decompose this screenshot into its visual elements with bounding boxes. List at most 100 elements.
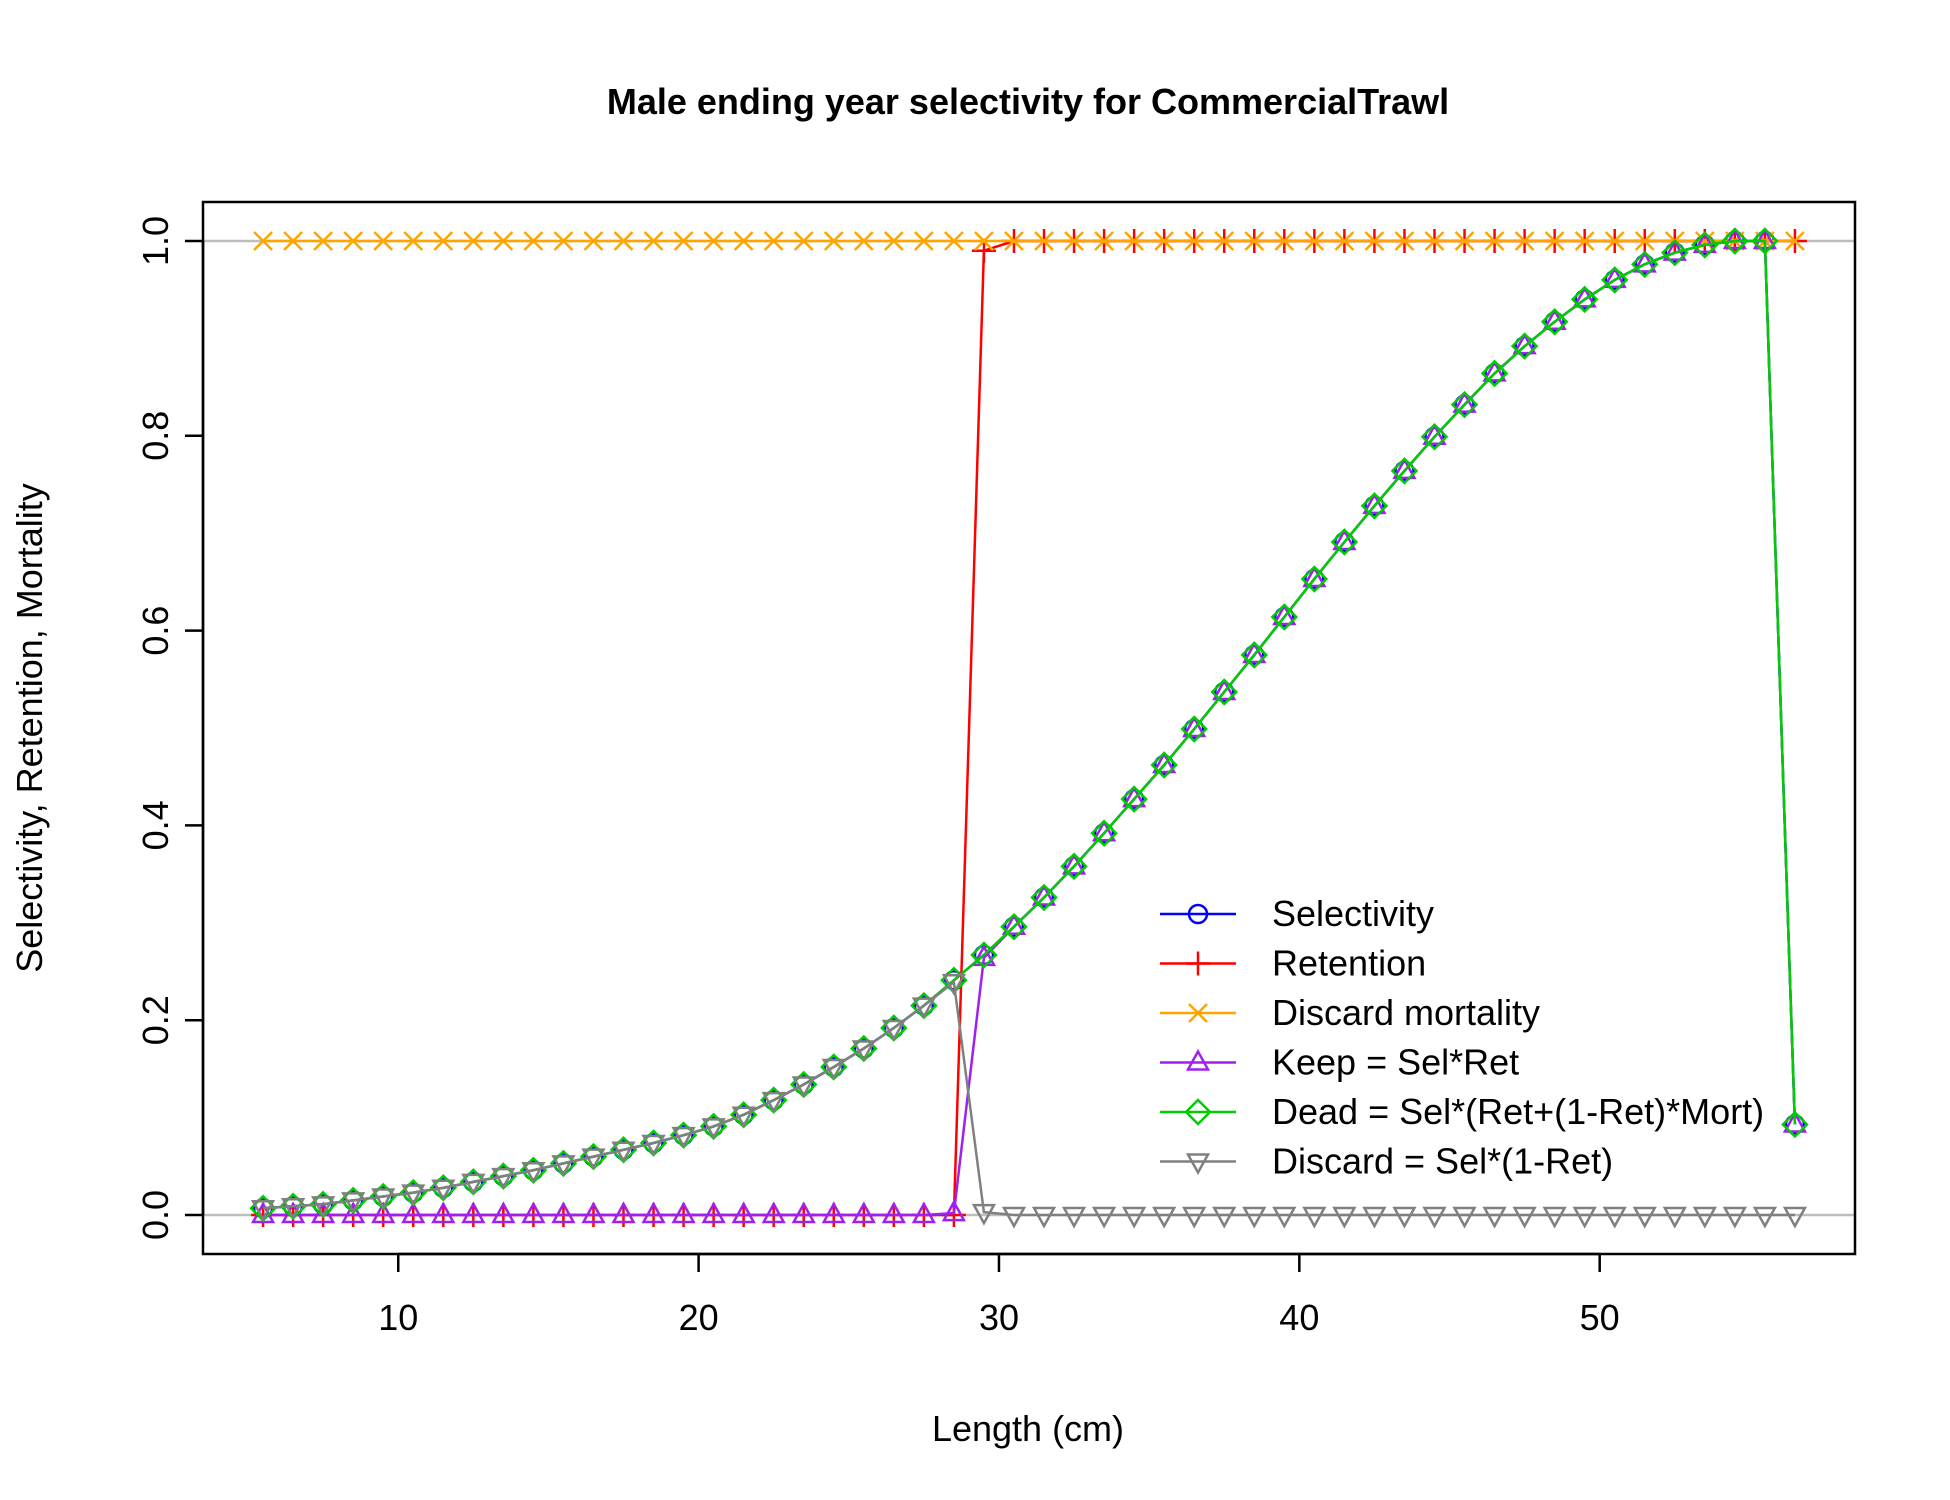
data-point xyxy=(1751,227,1779,255)
data-point xyxy=(1152,1206,1177,1229)
data-point xyxy=(763,231,784,251)
data-point xyxy=(1632,1206,1657,1229)
data-point xyxy=(971,944,997,967)
legend-marker xyxy=(1185,1153,1211,1176)
legend-item: Discard = Sel*(1-Ret) xyxy=(1160,1141,1613,1182)
legend: Selectivity Retention Discard mortality Kee… xyxy=(1160,893,1764,1182)
data-point xyxy=(1334,231,1355,251)
data-point xyxy=(641,1134,666,1157)
data-point xyxy=(1242,1206,1267,1229)
data-point xyxy=(1781,1110,1809,1139)
legend-marker xyxy=(1184,1098,1212,1126)
data-point xyxy=(1122,785,1147,808)
legend-item: Discard mortality xyxy=(1160,992,1540,1033)
data-point xyxy=(1304,231,1325,251)
data-point xyxy=(341,1201,366,1224)
data-point xyxy=(1482,1206,1507,1229)
legend-label: Discard = Sel*(1-Ret) xyxy=(1272,1141,1613,1182)
data-point xyxy=(1422,1206,1447,1229)
chart-title: Male ending year selectivity for Commerc… xyxy=(607,81,1449,122)
data-point xyxy=(1360,492,1389,520)
legend-item: Keep = Sel*Ret xyxy=(1160,1042,1519,1083)
data-point xyxy=(1150,751,1178,779)
data-point xyxy=(791,1201,816,1224)
y-tick-label: 0.0 xyxy=(135,1190,176,1240)
data-point xyxy=(1782,1206,1808,1229)
data-point xyxy=(491,1167,516,1190)
data-point xyxy=(881,1019,906,1042)
data-point xyxy=(1604,231,1625,251)
data-point xyxy=(1090,819,1118,847)
data-point xyxy=(1512,332,1537,355)
data-point xyxy=(1570,285,1599,314)
data-point xyxy=(701,1118,726,1140)
data-point xyxy=(1454,231,1475,251)
legend-marker xyxy=(1185,1048,1211,1071)
data-point xyxy=(671,1126,696,1149)
x-tick-label: 20 xyxy=(679,1297,719,1338)
data-point xyxy=(341,1192,366,1215)
data-point xyxy=(1394,231,1415,251)
data-point xyxy=(371,1201,396,1224)
data-point xyxy=(1272,603,1297,626)
data-point xyxy=(431,1201,456,1224)
data-point xyxy=(551,1201,576,1224)
data-point xyxy=(791,1076,816,1099)
x-tick-label: 30 xyxy=(979,1297,1019,1338)
data-point xyxy=(793,231,814,251)
data-point xyxy=(461,1173,486,1196)
data-point xyxy=(343,231,364,251)
data-point xyxy=(523,231,544,251)
data-point xyxy=(761,1201,786,1224)
series-3 xyxy=(250,227,1808,1224)
data-point xyxy=(1722,1206,1747,1229)
y-tick-label: 0.4 xyxy=(135,800,176,850)
data-point xyxy=(1094,231,1114,251)
data-point xyxy=(761,1091,786,1114)
data-point xyxy=(851,1040,876,1063)
data-point xyxy=(1240,641,1269,669)
data-point xyxy=(1390,457,1419,485)
data-point xyxy=(1480,359,1509,388)
data-point xyxy=(671,1201,696,1224)
data-point xyxy=(911,997,936,1020)
data-point xyxy=(911,1201,936,1224)
data-point xyxy=(701,1201,726,1224)
data-point xyxy=(1152,751,1177,774)
data-point xyxy=(883,231,904,251)
data-point xyxy=(1422,423,1447,446)
legend-label: Keep = Sel*Ret xyxy=(1272,1042,1519,1083)
data-point xyxy=(1091,1206,1117,1229)
data-point xyxy=(280,1198,306,1220)
data-point xyxy=(1001,1206,1027,1229)
data-point xyxy=(1212,678,1237,701)
data-point xyxy=(493,231,514,251)
data-point xyxy=(1272,1206,1297,1229)
data-point xyxy=(643,231,664,251)
data-point xyxy=(401,1184,426,1207)
data-point xyxy=(1721,227,1749,255)
x-tick-label: 40 xyxy=(1279,1297,1319,1338)
data-point xyxy=(1300,565,1329,593)
data-point xyxy=(1662,1206,1687,1229)
data-point xyxy=(641,1201,666,1224)
data-point xyxy=(1392,457,1417,480)
data-point xyxy=(1034,231,1054,251)
data-point xyxy=(1030,883,1058,912)
data-point xyxy=(431,1179,456,1202)
series-line xyxy=(263,239,1797,1217)
data-point xyxy=(731,1201,756,1224)
data-point xyxy=(463,231,484,251)
data-point xyxy=(823,231,844,251)
data-point xyxy=(1124,231,1145,251)
data-point xyxy=(1782,1110,1808,1133)
series-5 xyxy=(250,973,1808,1229)
data-point xyxy=(944,231,964,251)
data-point xyxy=(1332,528,1357,551)
data-point xyxy=(1330,528,1359,556)
y-axis-label: Selectivity, Retention, Mortality xyxy=(9,483,50,973)
data-point xyxy=(581,1148,606,1171)
data-point xyxy=(611,1141,636,1164)
data-point xyxy=(521,1161,546,1184)
data-point xyxy=(1302,565,1327,588)
